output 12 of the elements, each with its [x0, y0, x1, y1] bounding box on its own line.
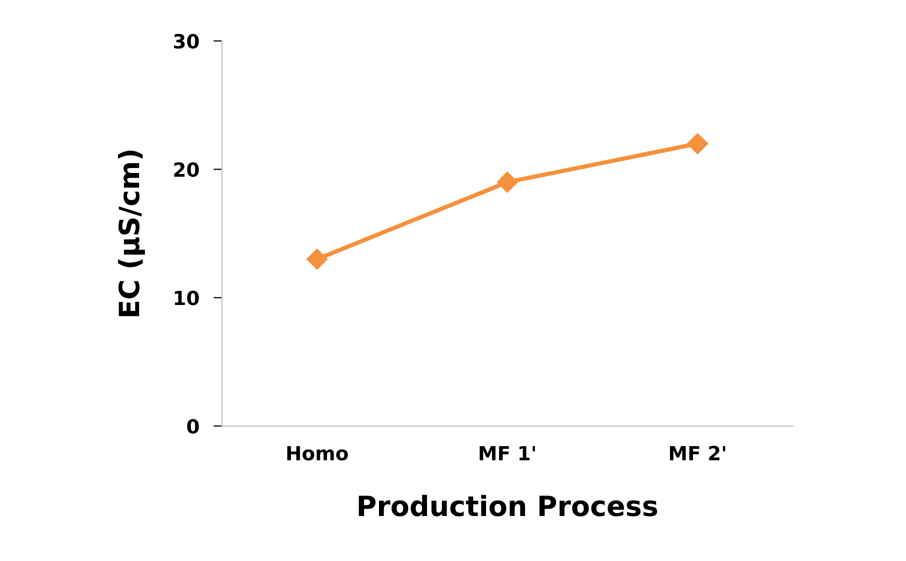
x-tick-label: MF 1' [480, 446, 535, 460]
y-axis-title: EC (µS/cm) [118, 150, 145, 316]
x-tick-label: Homo [287, 446, 348, 461]
y-tick-label: 30 [174, 34, 199, 49]
x-tick-label: MF 2' [670, 446, 726, 460]
y-tick-label: 20 [174, 162, 199, 177]
point [306, 248, 328, 270]
point [687, 133, 708, 154]
y-tick-label: 0 [187, 418, 199, 434]
point [496, 172, 518, 193]
y-tick-label: 10 [174, 290, 199, 306]
x-axis-title: Production Process [358, 494, 658, 516]
